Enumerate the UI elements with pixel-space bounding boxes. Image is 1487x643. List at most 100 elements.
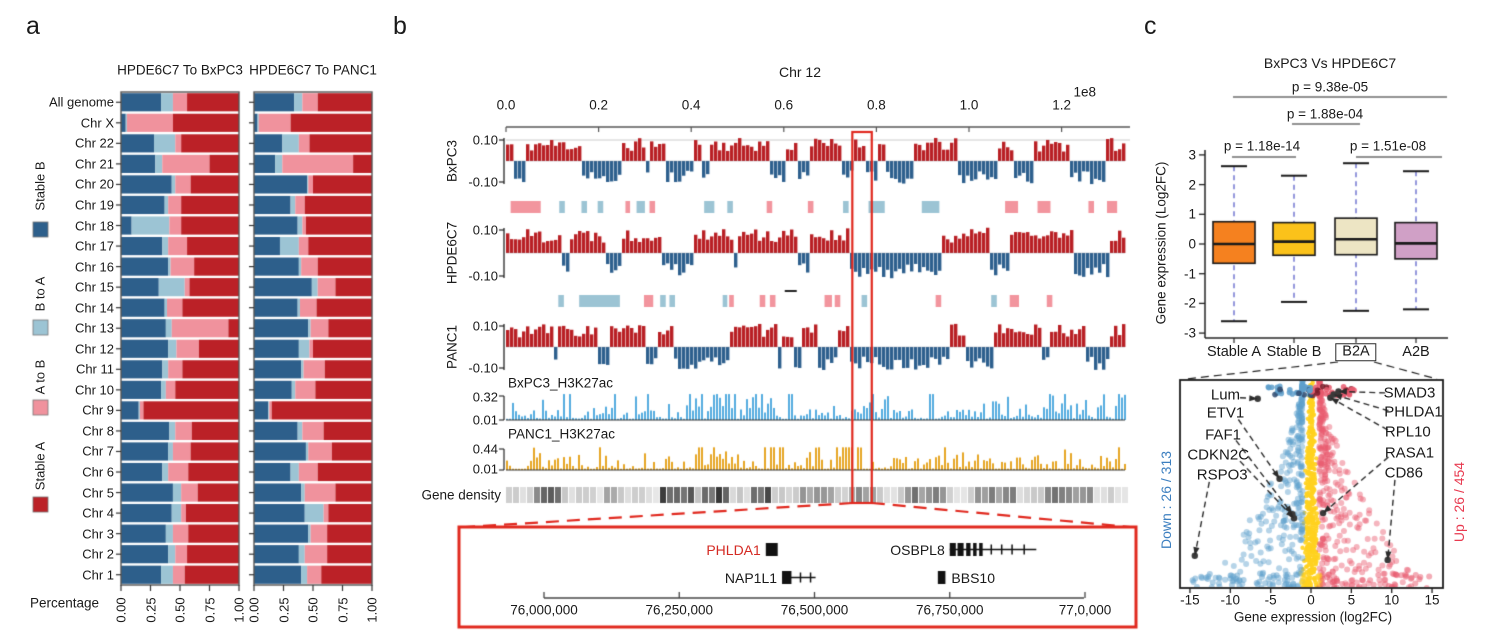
scatter-gene-label: SMAD3 xyxy=(1383,384,1436,402)
boxplot-ytick-label: -3 xyxy=(1183,325,1196,341)
scatter-xtick-label: 0 xyxy=(1307,592,1315,608)
panel-a-row-label: Chr 7 xyxy=(82,443,114,459)
scatter-xlabel: Gene expression (log2FC) xyxy=(1233,609,1393,625)
panel-a-row-label: Chr 3 xyxy=(82,526,114,542)
scatter-gene-label: RSPO3 xyxy=(1196,466,1248,484)
panel-a-row-label: Chr 19 xyxy=(74,197,114,213)
zoom-scale-tick-label: 76,500,000 xyxy=(780,602,849,618)
panel-b-signal-ytick: 0.32 xyxy=(472,389,498,405)
panel-a-row-label: Chr 2 xyxy=(82,546,114,562)
zoom-scale-tick-label: 76,250,000 xyxy=(645,602,714,618)
panel-c-letter: c xyxy=(1144,12,1157,40)
panel-a-row-label: Chr 6 xyxy=(82,464,114,480)
boxplot-ylabel: Gene expression (Log2FC) xyxy=(1153,161,1169,325)
panel-a-row-label: Chr 14 xyxy=(74,300,114,316)
track-label-bxpc3-h3k27ac: BxPC3_H3K27ac xyxy=(508,375,614,391)
panel-b-ytick-label: 0.10 xyxy=(472,222,498,238)
panel-b-xtick-label: 0.2 xyxy=(589,97,608,113)
track-label-hpde6c7: HPDE6C7 xyxy=(444,221,460,285)
panel-c-title: BxPC3 Vs HPDE6C7 xyxy=(1263,55,1397,71)
scatter-up-label: Up : 26 / 454 xyxy=(1451,461,1467,543)
panel-a-row-label: Chr 9 xyxy=(82,402,114,418)
gene-name-label: NAP1L1 xyxy=(724,569,778,586)
panel-a-xtick-label: 0.00 xyxy=(246,597,262,623)
panel-a-xtick-label: 0.00 xyxy=(113,597,129,623)
legend-label: B to A xyxy=(32,276,48,312)
panel-b-scale-note: 1e8 xyxy=(1073,84,1096,100)
boxplot-ytick-label: 3 xyxy=(1188,147,1196,163)
pvalue-left: p = 1.18e-14 xyxy=(1223,138,1301,154)
panel-a-title-right: HPDE6C7 To PANC1 xyxy=(249,62,377,78)
panel-a-row-label: Chr 16 xyxy=(74,259,114,275)
scatter-xtick-label: 15 xyxy=(1424,592,1440,608)
panel-a-xtick-label: 0.50 xyxy=(305,597,321,623)
panel-a-xtick-label: 0.50 xyxy=(172,597,188,623)
boxplot-ytick-label: 2 xyxy=(1188,176,1196,192)
panel-a-xtick-label: 0.75 xyxy=(202,597,217,623)
boxplot-category-label: Stable A xyxy=(1206,343,1262,360)
scatter-gene-label: RASA1 xyxy=(1384,444,1435,462)
scatter-gene-label: FAF1 xyxy=(1205,426,1241,444)
boxplot-ytick-label: 0 xyxy=(1188,236,1196,252)
track-label-panc1-h3k27ac: PANC1_H3K27ac xyxy=(508,426,616,442)
zoom-scale-tick-label: 76,000,000 xyxy=(510,602,578,618)
scatter-gene-label: Lum xyxy=(1210,386,1241,404)
scatter-xtick-label: -5 xyxy=(1264,592,1277,608)
panel-b-xtick-label: 0.0 xyxy=(496,97,516,113)
panel-b-signal-ytick: 0.01 xyxy=(472,461,498,477)
boxplot-ytick-label: -2 xyxy=(1183,295,1196,311)
panel-b-ytick-label: 0.10 xyxy=(472,318,498,334)
panel-a-row-label: All genome xyxy=(48,94,114,110)
panel-a-row-label: Chr 15 xyxy=(74,279,114,295)
gene-density-label: Gene density xyxy=(421,487,501,503)
scatter-gene-label: RPL10 xyxy=(1384,423,1431,441)
panel-a-row-label: Chr 18 xyxy=(74,218,114,234)
panel-a-row-label: Chr 11 xyxy=(75,361,114,377)
pvalue-right: p = 1.51e-08 xyxy=(1349,138,1427,154)
panel-b-signal-ytick: 0.01 xyxy=(472,412,498,428)
scatter-gene-label: ETV1 xyxy=(1206,404,1245,422)
zoom-scale-tick-label: 77,0,000 xyxy=(1058,602,1112,618)
panel-a-row-label: Chr 4 xyxy=(82,505,114,521)
panel-a-xtick-label: 1.00 xyxy=(231,597,247,623)
scatter-xtick-label: -10 xyxy=(1220,592,1241,608)
panel-a-row-label: Chr 20 xyxy=(74,176,114,192)
panel-a-xlabel: Percentage xyxy=(30,595,100,611)
panel-b-ytick-label: -0.10 xyxy=(468,174,498,190)
track-label-bxpc3: BxPC3 xyxy=(444,139,460,183)
legend-label: Stable A xyxy=(32,441,48,491)
panel-b-letter: b xyxy=(393,12,407,40)
panel-b-xtick-label: 0.4 xyxy=(681,97,701,113)
panel-a-row-label: Chr 10 xyxy=(74,382,114,398)
panel-a-row-label: Chr 12 xyxy=(74,341,114,357)
panel-a-letter: a xyxy=(26,12,40,40)
scatter-xtick-label: 10 xyxy=(1384,592,1400,608)
scatter-xtick-label: 5 xyxy=(1347,592,1356,608)
panel-b-ytick-label: -0.10 xyxy=(468,360,498,376)
panel-a-row-label: Chr X xyxy=(80,115,114,131)
panel-b-xtick-label: 1.0 xyxy=(959,97,979,113)
boxplot-category-label: Stable B xyxy=(1266,343,1322,360)
panel-a-row-label: Chr 17 xyxy=(74,238,114,254)
panel-a-xtick-label: 0.75 xyxy=(335,597,350,623)
panel-b-xtick-label: 0.6 xyxy=(774,97,794,113)
boxplot-ytick-label: 1 xyxy=(1188,206,1196,222)
scatter-xtick-label: -15 xyxy=(1180,592,1200,608)
gene-name-label: OSBPL8 xyxy=(890,541,945,558)
track-label-panc1: PANC1 xyxy=(444,324,460,370)
panel-a-row-label: Chr 8 xyxy=(82,423,114,439)
legend-label: Stable B xyxy=(32,161,48,211)
panel-b-signal-ytick: 0.44 xyxy=(472,441,498,457)
panel-a-row-label: Chr 1 xyxy=(82,567,114,583)
panel-a-row-label: Chr 13 xyxy=(74,320,114,336)
panel-a-row-label: Chr 22 xyxy=(74,135,114,151)
panel-a-xtick-label: 0.25 xyxy=(143,597,158,623)
scatter-down-label: Down : 26 / 313 xyxy=(1158,450,1174,550)
boxplot-category-label: B2A xyxy=(1335,343,1377,361)
panel-b-xtick-label: 1.2 xyxy=(1052,97,1071,113)
boxplot-ytick-label: -1 xyxy=(1183,265,1196,281)
panel-b-ytick-label: 0.10 xyxy=(472,132,498,148)
zoom-scale-tick-label: 76,750,000 xyxy=(915,602,984,618)
panel-a-xtick-label: 1.00 xyxy=(364,597,380,623)
